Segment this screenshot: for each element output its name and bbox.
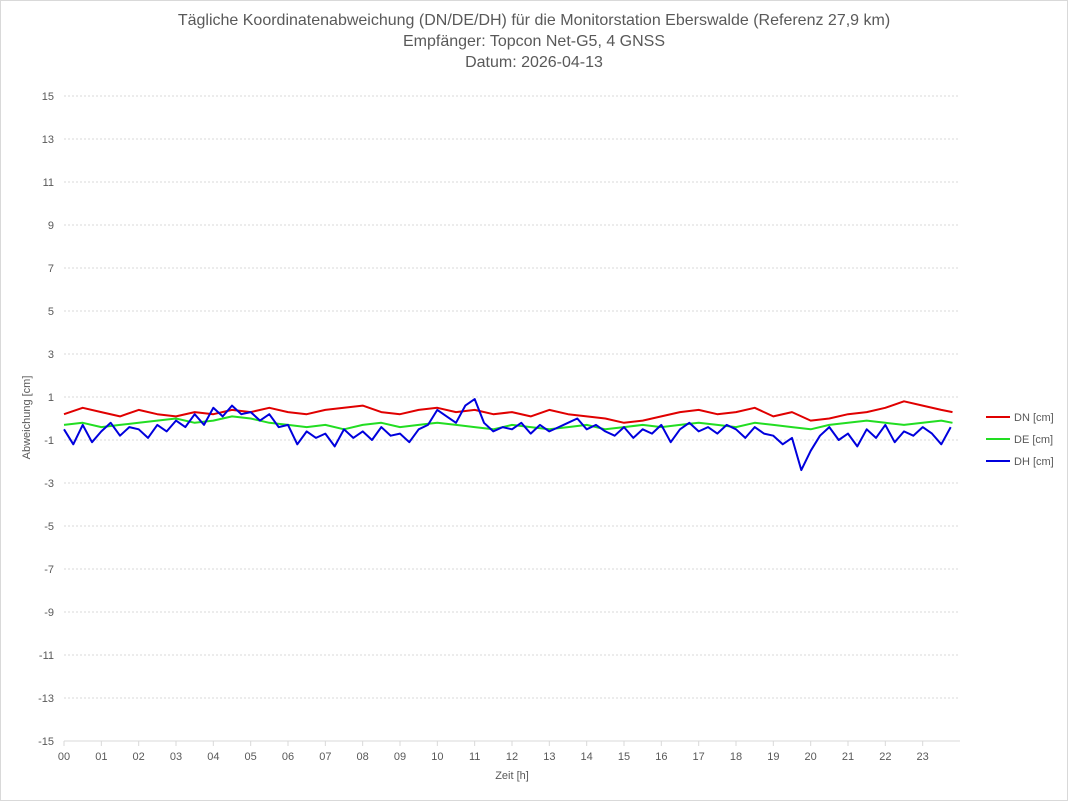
legend-label: DN [cm]	[1014, 412, 1054, 424]
y-tick-label: -15	[38, 736, 54, 748]
y-tick-label: -7	[44, 564, 54, 576]
y-tick-label: 15	[42, 91, 54, 103]
y-axis-title: Abweichung [cm]	[21, 376, 33, 460]
y-tick-label: 3	[48, 349, 54, 361]
y-tick-label: 1	[48, 392, 54, 404]
x-tick-label: 23	[917, 751, 929, 763]
x-tick-label: 12	[506, 751, 518, 763]
x-tick-label: 19	[767, 751, 779, 763]
x-tick-label: 20	[805, 751, 817, 763]
x-tick-label: 07	[319, 751, 331, 763]
y-tick-label: 13	[42, 134, 54, 146]
y-tick-label: 7	[48, 263, 54, 275]
x-tick-label: 11	[469, 751, 480, 763]
y-tick-label: -3	[44, 478, 54, 490]
y-tick-label: -1	[44, 435, 54, 447]
y-tick-label: -13	[38, 693, 54, 705]
x-tick-label: 01	[95, 751, 107, 763]
x-tick-label: 06	[282, 751, 294, 763]
plot-area	[63, 398, 953, 472]
x-tick-label: 00	[58, 751, 70, 763]
chart-titles: Tägliche Koordinatenabweichung (DN/DE/DH…	[0, 10, 1068, 73]
x-tick-label: 02	[133, 751, 145, 763]
y-axis: 15 13 11 9 7 5 3 1 -1 -3 -5 -7 -9 -11 -13 -15	[38, 91, 54, 748]
legend-label: DE [cm]	[1014, 434, 1053, 446]
chart-subtitle-date: Datum: 2026-04-13	[465, 54, 603, 71]
series-line-2	[63, 415, 953, 431]
series-line-1	[63, 400, 953, 424]
x-tick-label: 17	[693, 751, 705, 763]
x-tick-label: 14	[581, 751, 593, 763]
x-tick-label: 04	[207, 751, 219, 763]
y-tick-label: 11	[43, 177, 54, 189]
x-tick-label: 15	[618, 751, 630, 763]
x-tick-label: 09	[394, 751, 406, 763]
x-tick-label: 13	[543, 751, 555, 763]
x-tick-label: 03	[170, 751, 182, 763]
legend-label: DH [cm]	[1014, 456, 1054, 468]
y-tick-label: -11	[39, 650, 54, 662]
x-tick-label: 10	[431, 751, 443, 763]
series-line-3	[63, 398, 952, 472]
chart-title: Tägliche Koordinatenabweichung (DN/DE/DH…	[177, 12, 891, 29]
y-tick-label: -9	[44, 607, 54, 619]
x-tick-label: 22	[879, 751, 891, 763]
y-tick-label: -5	[44, 521, 54, 533]
x-axis: 00 01 02 03 04 05 06 07 08 09 10 11 12 13 14 15 16 17 18 19…	[58, 740, 960, 763]
x-tick-label: 21	[842, 751, 854, 763]
y-tick-label: 5	[48, 306, 54, 318]
legend: DN [cm] DE [cm] DH [cm]	[986, 412, 1054, 468]
x-tick-label: 08	[357, 751, 369, 763]
x-tick-label: 05	[245, 751, 257, 763]
chart-subtitle-receiver: Empfänger: Topcon Net-G5, 4 GNSS	[402, 33, 666, 50]
x-tick-label: 18	[730, 751, 742, 763]
x-tick-label: 16	[655, 751, 667, 763]
x-axis-title: Zeit [h]	[495, 770, 529, 782]
y-tick-label: 9	[48, 220, 54, 232]
gridlines	[64, 95, 960, 742]
